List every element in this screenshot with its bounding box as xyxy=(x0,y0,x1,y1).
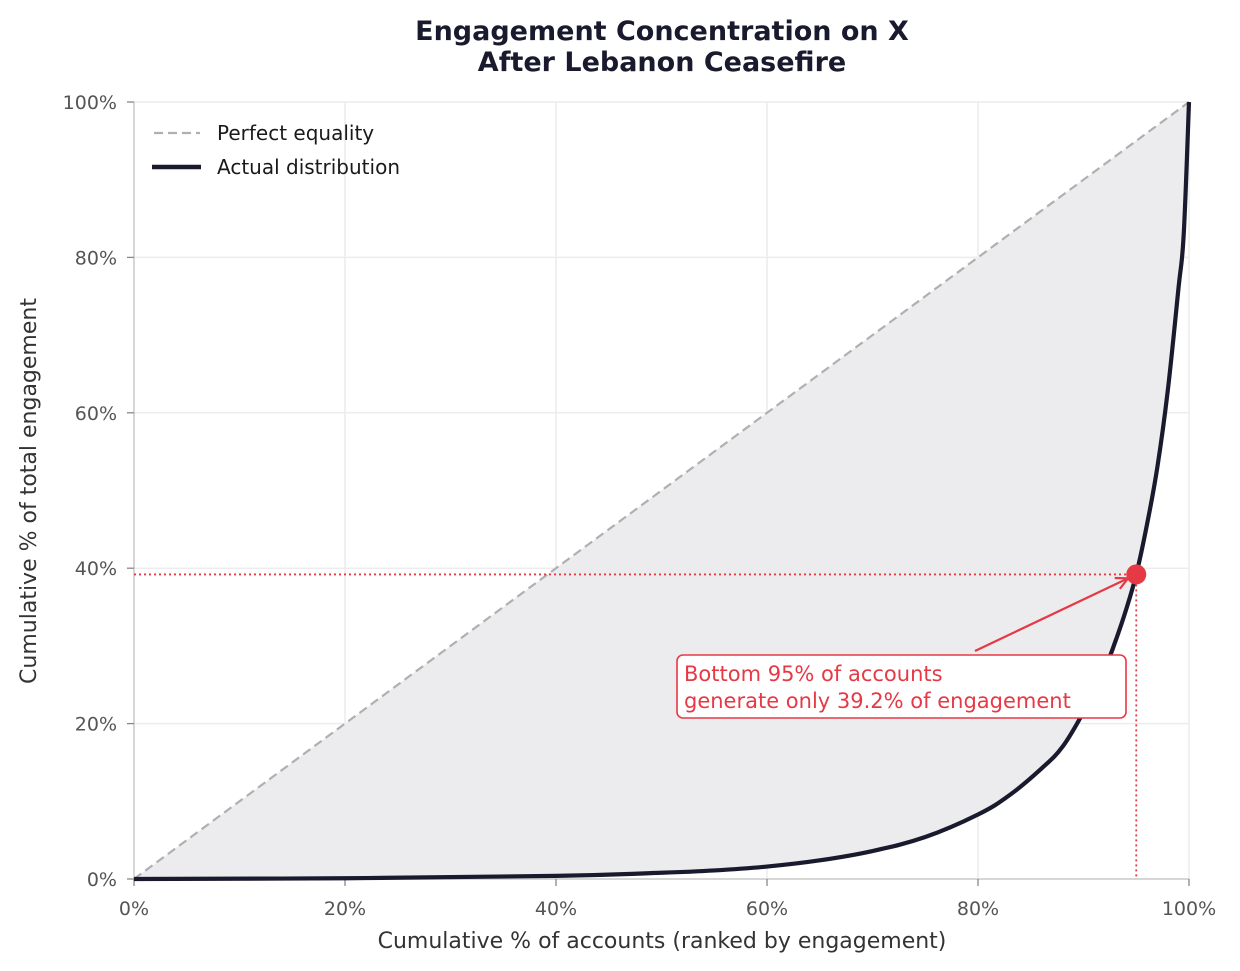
x-tick-label: 80% xyxy=(957,898,999,920)
x-tick-label: 40% xyxy=(535,898,577,920)
perfect-equality-line xyxy=(133,101,1190,880)
chart-title-line-1: Engagement Concentration on X xyxy=(415,16,909,47)
legend: Perfect equality Actual distribution xyxy=(152,121,400,179)
annotation-box xyxy=(676,654,1127,719)
x-tick-label: 20% xyxy=(324,898,366,920)
x-axis-label: Cumulative % of accounts (ranked by enga… xyxy=(378,929,947,954)
y-tick-label: 40% xyxy=(75,558,117,580)
y-tick-label: 100% xyxy=(63,92,117,114)
axes: 0%0% 20% 20% 40% 40% 60% 60% 80% 80% 100% 100% xyxy=(63,92,1216,920)
x-tick-label: 0% xyxy=(119,898,149,920)
x-tick-label: 100% xyxy=(1162,898,1216,920)
legend-label-equality: Perfect equality xyxy=(217,121,374,145)
annotation-line-2: generate only 39.2% of engagement xyxy=(684,689,1071,713)
chart-title-line-2: After Lebanon Ceasefire xyxy=(478,47,846,78)
highlight-point xyxy=(1126,564,1147,585)
y-axis-label: Cumulative % of total engagement xyxy=(17,298,42,684)
y-tick-label: 80% xyxy=(75,247,117,269)
legend-label-actual: Actual distribution xyxy=(217,155,400,179)
x-tick-label: 60% xyxy=(746,898,788,920)
y-tick-label: 20% xyxy=(75,714,117,736)
y-tick-label: 60% xyxy=(75,403,117,425)
actual-distribution-line xyxy=(133,101,1192,882)
annotation-line-1: Bottom 95% of accounts xyxy=(684,662,943,686)
annotation-arrow xyxy=(974,577,1129,652)
y-tick-label: 0% xyxy=(87,869,117,891)
